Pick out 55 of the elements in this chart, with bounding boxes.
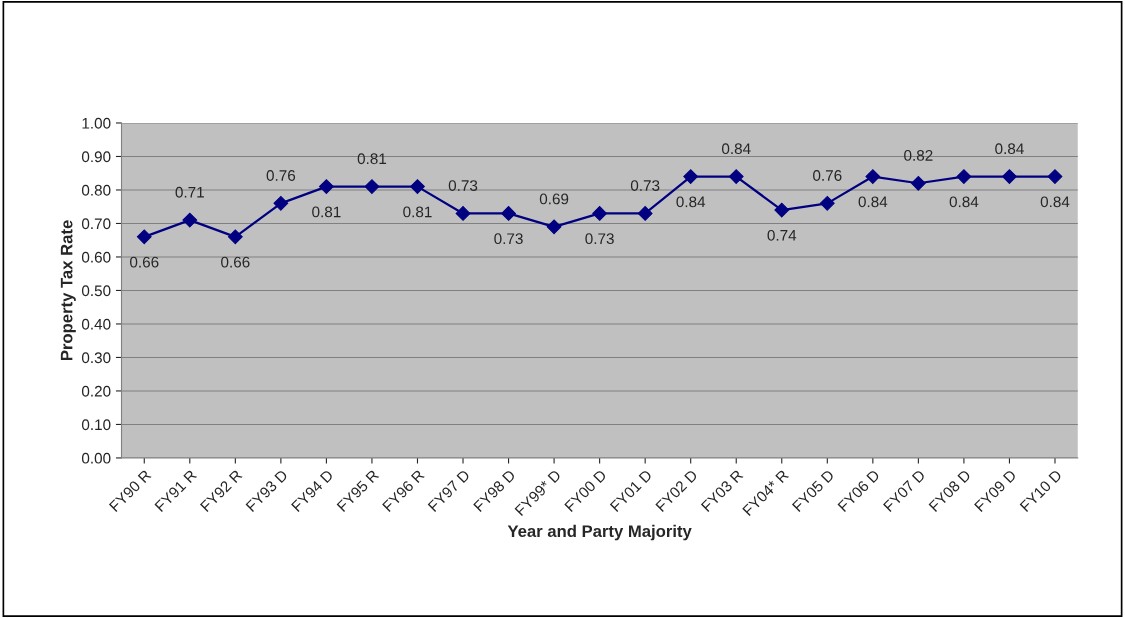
point	[592, 206, 608, 221]
y-tick-label: 0.60	[81, 251, 111, 263]
y-tick-label: 0.50	[81, 285, 111, 297]
y-tick-label: 0.80	[81, 184, 111, 196]
x-axis-title: Year and Party Majority	[507, 524, 692, 541]
data-label: 0.82	[904, 149, 933, 161]
data-label: 0.84	[949, 196, 979, 208]
point	[455, 206, 471, 221]
point	[1047, 169, 1063, 184]
data-label: 0.66	[221, 256, 250, 268]
y-tick-label: 0.10	[81, 419, 111, 431]
y-tick-label: 0.90	[81, 151, 111, 163]
data-label: 0.84	[995, 143, 1024, 155]
point	[637, 206, 653, 221]
data-label: 0.81	[403, 206, 432, 218]
point	[819, 195, 835, 211]
data-label: 0.84	[721, 143, 751, 155]
point	[319, 179, 334, 195]
data-label: 0.84	[1040, 196, 1070, 208]
point	[182, 212, 198, 228]
y-tick-label: 0.20	[81, 385, 111, 397]
point	[1002, 169, 1017, 184]
data-label: 0.73	[630, 180, 660, 191]
point	[273, 195, 289, 211]
point	[910, 175, 926, 191]
point	[227, 229, 243, 245]
point	[136, 229, 152, 245]
data-label: 0.76	[813, 170, 842, 181]
point	[956, 169, 972, 184]
data-label: 0.81	[312, 206, 341, 218]
point	[410, 179, 425, 195]
data-label: 0.69	[539, 193, 569, 205]
point	[546, 219, 562, 235]
data-label: 0.71	[175, 186, 204, 198]
point	[501, 206, 516, 221]
data-label: 0.73	[448, 180, 478, 191]
point	[683, 169, 699, 184]
data-label: 0.74	[767, 229, 797, 241]
data-label: 0.84	[858, 196, 888, 208]
point	[364, 179, 380, 195]
data-label: 0.76	[266, 170, 296, 181]
y-tick-label: 0.30	[81, 352, 111, 364]
y-tick-label: 0.00	[81, 452, 111, 464]
data-label: 0.66	[130, 256, 159, 268]
y-tick-label: 1.00	[82, 117, 111, 129]
data-label: 0.73	[585, 233, 614, 245]
y-tick-label: 0.70	[81, 218, 111, 230]
point	[865, 169, 881, 184]
data-label: 0.84	[676, 196, 706, 208]
point	[728, 169, 744, 184]
y-tick-label: 0.40	[81, 318, 111, 330]
y-axis-title: Property Tax Rate	[60, 220, 76, 361]
data-label: 0.73	[494, 233, 523, 245]
point	[774, 202, 790, 218]
data-label: 0.81	[357, 153, 387, 165]
